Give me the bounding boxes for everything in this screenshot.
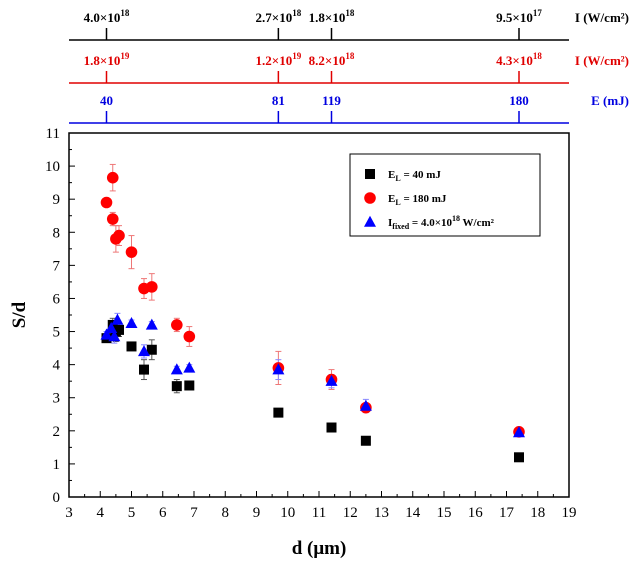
x-tick-label: 5 <box>128 505 136 521</box>
y-tick-label: 6 <box>53 291 61 307</box>
data-point-triangle <box>359 399 372 411</box>
data-point-square <box>184 380 195 391</box>
x-tick-label: 13 <box>374 505 389 521</box>
legend-entry-label: EL = 180 mJ <box>388 193 447 207</box>
top-axis-tick-label: 81 <box>272 93 285 108</box>
y-tick-label: 1 <box>53 457 61 473</box>
x-tick-label: 10 <box>280 505 295 521</box>
data-point-square <box>146 344 157 355</box>
top-axis-tick-label: 4.3×1018 <box>496 51 542 68</box>
data-point-square <box>171 381 182 392</box>
data-point-triangle <box>100 328 113 340</box>
x-tick-label: 3 <box>65 505 73 521</box>
data-point-circle <box>106 171 119 184</box>
x-tick-label: 14 <box>405 505 421 521</box>
top-axis-tick-label: 8.2×1018 <box>309 51 355 68</box>
y-tick-label: 10 <box>45 159 60 175</box>
top-axis-unit: I (W/cm²) <box>575 10 629 25</box>
data-point-triangle <box>170 363 183 375</box>
x-tick-label: 19 <box>562 505 577 521</box>
data-point-triangle <box>108 330 121 342</box>
data-point-triangle <box>105 321 118 333</box>
data-point-circle <box>364 192 376 204</box>
y-tick-label: 8 <box>53 225 61 241</box>
x-tick-label: 11 <box>312 505 326 521</box>
data-point-square <box>126 341 137 352</box>
data-point-square <box>514 452 524 463</box>
data-point-square <box>273 407 284 418</box>
top-axis-tick-label: 2.7×1018 <box>256 8 302 25</box>
y-tick-label: 9 <box>53 192 61 208</box>
y-tick-label: 3 <box>53 391 61 407</box>
data-point-circle <box>113 229 125 242</box>
x-tick-label: 9 <box>253 505 261 521</box>
x-tick-label: 7 <box>190 505 198 521</box>
data-markers <box>100 171 525 463</box>
data-point-square <box>326 422 337 433</box>
data-point-circle <box>171 319 183 331</box>
data-point-triangle <box>272 363 285 375</box>
data-point-circle <box>100 196 113 209</box>
x-tick-label: 4 <box>97 505 105 521</box>
data-point-triangle <box>145 318 158 330</box>
data-point-square <box>114 324 124 335</box>
top-axis-tick-label: 119 <box>322 93 341 108</box>
data-point-circle <box>146 281 158 293</box>
legend-box <box>349 153 541 237</box>
y-tick-label: 11 <box>46 126 60 142</box>
top-axis-tick-label: 180 <box>509 93 529 108</box>
y-tick-label: 5 <box>53 325 61 341</box>
data-point-circle <box>125 246 138 258</box>
y-tick-label: 4 <box>53 358 61 374</box>
top-axis-tick-label: 40 <box>100 93 113 108</box>
top-axes-group: 4.0×1018 2.7×1018 1.8×1018 9.5×1017 I (W/cm²… <box>69 8 629 124</box>
data-point-triangle <box>325 374 338 386</box>
top-axis-tick-label: 1.8×1018 <box>309 8 355 25</box>
x-tick-label: 18 <box>530 505 545 521</box>
legend: EL = 40 mJ EL = 180 mJ Ifixed = 4.0×1018 W… <box>349 153 541 237</box>
x-tick-label: 6 <box>159 505 167 521</box>
data-point-square <box>365 169 375 179</box>
data-point-triangle <box>125 316 138 328</box>
data-point-triangle <box>138 345 150 357</box>
x-tick-label: 16 <box>468 505 484 521</box>
x-axis: 3 4 5 6 7 8 9 10 11 12 13 14 15 16 17 18 19 <box>65 491 577 521</box>
top-axis-tick-label: 1.8×1019 <box>84 51 130 68</box>
data-point-triangle <box>111 313 124 325</box>
data-point-circle <box>106 213 119 225</box>
data-point-triangle <box>183 361 196 373</box>
y-axis: 0 1 2 3 4 5 6 7 8 9 10 11 <box>45 126 75 506</box>
x-tick-label: 15 <box>437 505 452 521</box>
y-tick-label: 2 <box>53 424 61 440</box>
y-tick-label: 7 <box>53 258 61 274</box>
data-point-circle <box>183 330 196 343</box>
top-axis-unit: I (W/cm²) <box>575 53 629 68</box>
x-tick-label: 12 <box>343 505 358 521</box>
data-point-square <box>139 364 149 375</box>
data-point-triangle <box>364 215 376 227</box>
data-point-square <box>360 435 371 446</box>
top-axis-tick-label: 4.0×1018 <box>84 8 130 25</box>
top-axis-tick-label: 1.2×1019 <box>256 51 302 68</box>
legend-entry-label: EL = 40 mJ <box>388 169 441 183</box>
x-tick-label: 17 <box>499 505 515 521</box>
x-axis-title: d (μm) <box>292 538 347 559</box>
y-axis-title: S/d <box>9 301 30 328</box>
legend-entry-label: Ifixed = 4.0×1018 W/cm² <box>388 214 495 231</box>
x-tick-label: 8 <box>222 505 230 521</box>
y-tick-label: 0 <box>53 490 61 506</box>
top-axis-tick-label: 9.5×1017 <box>496 8 542 25</box>
data-point-triangle <box>513 426 525 438</box>
top-axis-unit: E (mJ) <box>591 93 629 108</box>
